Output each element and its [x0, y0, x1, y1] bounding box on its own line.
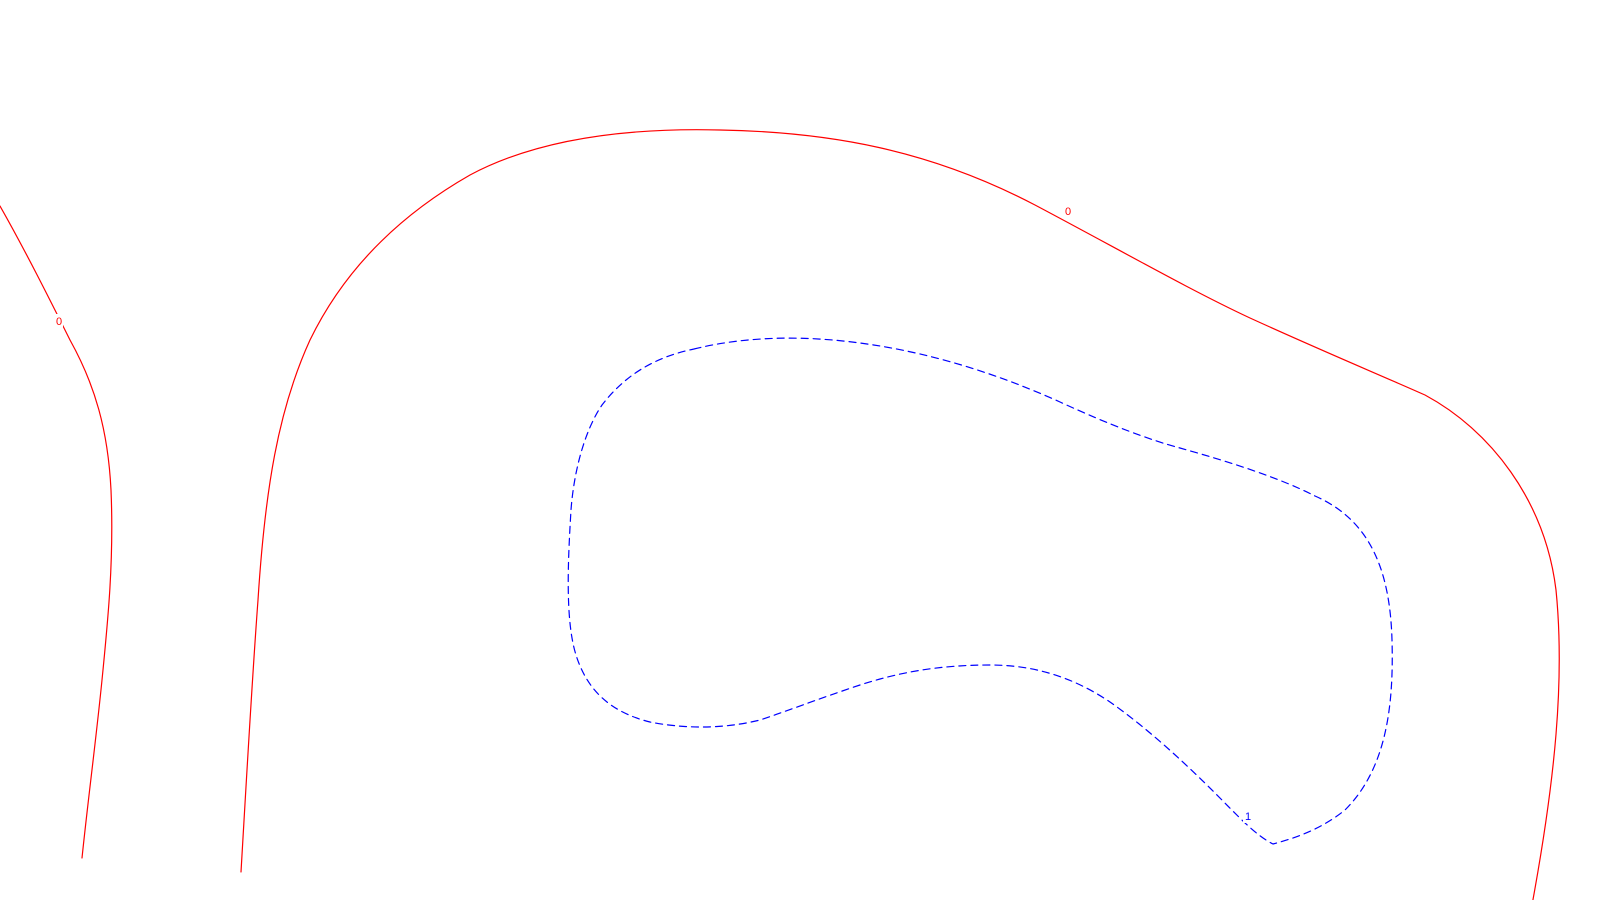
contour-label-level-0-left-group: 0 [53, 314, 63, 328]
contour-label-level-1-group: 1 [1243, 809, 1253, 823]
contour-label-level-0-top-group: 0 [1063, 204, 1073, 218]
contour-line-level-1 [567, 337, 1393, 845]
contour-label-level-1: 1 [1245, 811, 1251, 823]
label-background [1063, 204, 1073, 218]
contour-line-level-0-left [0, 205, 113, 859]
contour-line-level-0-main [240, 129, 1560, 900]
label-background [53, 314, 63, 328]
contour-label-level-0-left: 0 [56, 316, 62, 328]
contour-label-level-0-top: 0 [1065, 206, 1071, 218]
label-background [1243, 809, 1253, 823]
